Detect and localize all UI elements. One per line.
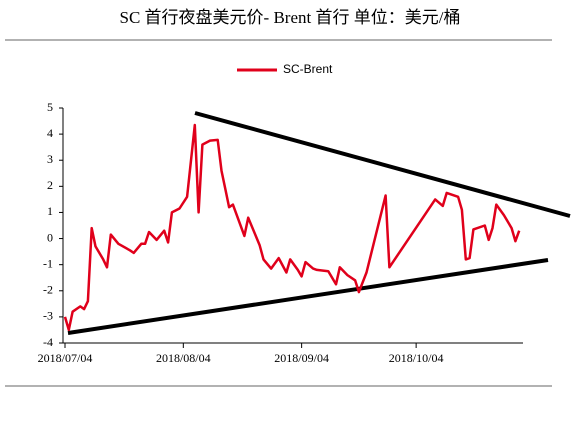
- y-tick-label: 5: [47, 100, 53, 114]
- legend-label: SC-Brent: [283, 62, 333, 76]
- y-tick-label: 4: [47, 126, 53, 140]
- y-tick-label: -2: [43, 283, 53, 297]
- trend-line-lower: [67, 258, 549, 335]
- y-tick-label: -1: [43, 256, 53, 270]
- y-tick-label: 0: [47, 230, 53, 244]
- x-tick-label: 2018/07/04: [38, 351, 93, 365]
- data-line: [63, 123, 521, 332]
- x-tick-label: 2018/09/04: [274, 351, 329, 365]
- y-tick-label: 2: [47, 178, 53, 192]
- y-tick-label: 3: [47, 152, 53, 166]
- x-tick-label: 2018/08/04: [156, 351, 211, 365]
- y-tick-label: -3: [43, 309, 53, 323]
- y-tick-label: 1: [47, 204, 53, 218]
- chart-title: SC 首行夜盘美元价- Brent 首行 单位：美元/桶: [120, 8, 461, 27]
- x-tick-label: 2018/10/04: [389, 351, 444, 365]
- trend-line-upper: [194, 111, 571, 218]
- y-tick-label: -4: [43, 335, 53, 349]
